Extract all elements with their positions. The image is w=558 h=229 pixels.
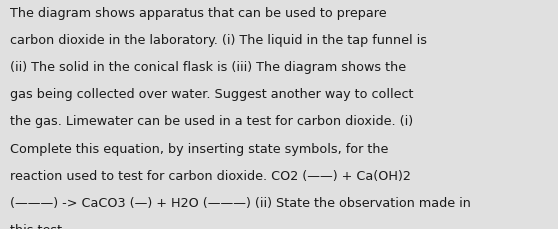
Text: The diagram shows apparatus that can be used to prepare: The diagram shows apparatus that can be …	[10, 7, 387, 20]
Text: (———) -> CaCO3 (—) + H2O (———) (ii) State the observation made in: (———) -> CaCO3 (—) + H2O (———) (ii) Stat…	[10, 196, 471, 209]
Text: the gas. Limewater can be used in a test for carbon dioxide. (i): the gas. Limewater can be used in a test…	[10, 115, 413, 128]
Text: (ii) The solid in the conical flask is (iii) The diagram shows the: (ii) The solid in the conical flask is (…	[10, 61, 406, 74]
Text: gas being collected over water. Suggest another way to collect: gas being collected over water. Suggest …	[10, 88, 413, 101]
Text: carbon dioxide in the laboratory. (i) The liquid in the tap funnel is: carbon dioxide in the laboratory. (i) Th…	[10, 34, 427, 47]
Text: reaction used to test for carbon dioxide. CO2 (——) + Ca(OH)2: reaction used to test for carbon dioxide…	[10, 169, 411, 182]
Text: this test.: this test.	[10, 223, 66, 229]
Text: Complete this equation, by inserting state symbols, for the: Complete this equation, by inserting sta…	[10, 142, 388, 155]
